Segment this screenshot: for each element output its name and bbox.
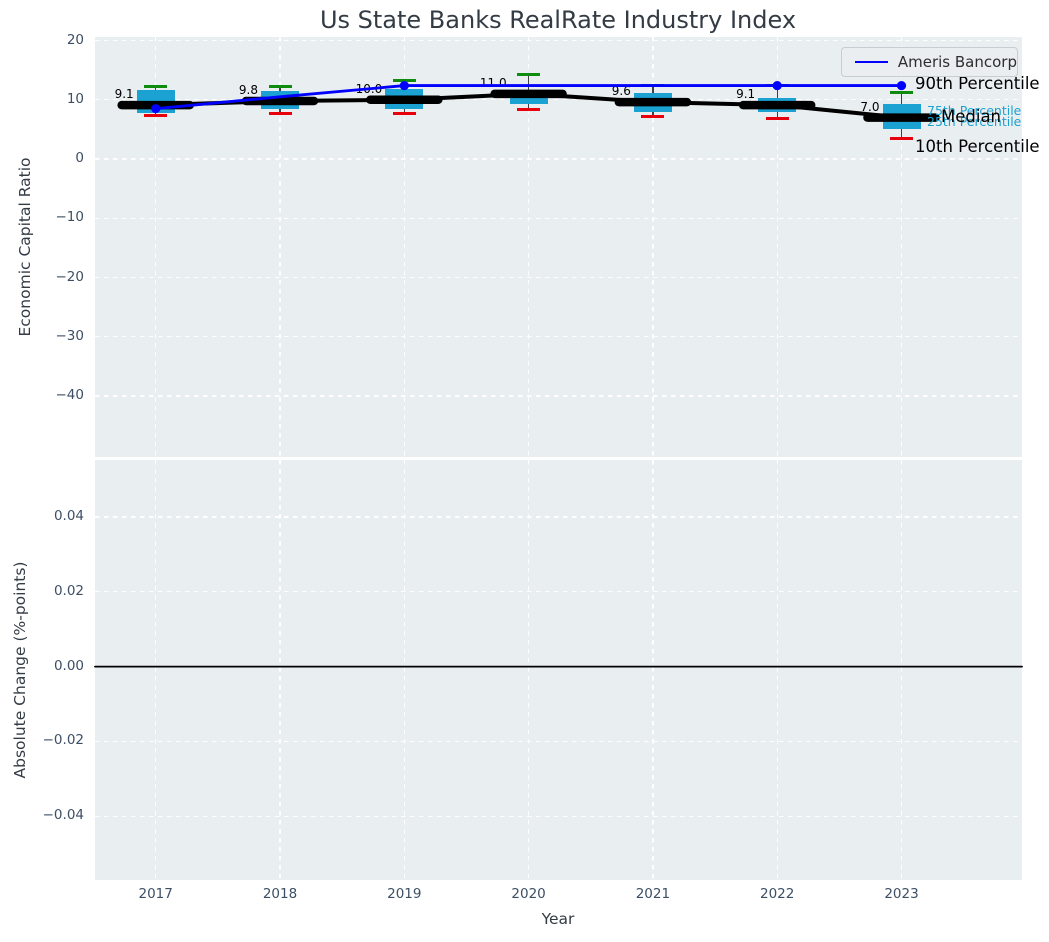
top-ytick-label: 20 xyxy=(66,31,84,48)
bottom-plot-area xyxy=(95,460,1022,880)
xtick-label: 2023 xyxy=(884,886,919,902)
top-ytick-label: −40 xyxy=(55,386,85,403)
chart-title: Us State Banks RealRate Industry Index xyxy=(319,6,797,34)
legend-label: Ameris Bancorp xyxy=(897,53,1017,71)
legend-line-sample xyxy=(855,61,888,63)
bottom-ytick-label: 0.04 xyxy=(53,507,84,524)
label-90th-percentile: 90th Percentile xyxy=(915,74,1040,93)
xtick-label: 2018 xyxy=(262,886,298,902)
top-ytick-label: 10 xyxy=(66,90,84,107)
xtick-label: 2022 xyxy=(760,886,795,902)
xtick-label: 2020 xyxy=(511,886,546,902)
label-75th-percentile: 75th Percentile xyxy=(927,103,1022,118)
xtick-label: 2017 xyxy=(138,886,173,902)
label-25th-percentile: 25th Percentile xyxy=(927,114,1022,129)
bottom-ytick-label: −0.04 xyxy=(42,807,84,824)
x-axis-label: Year xyxy=(541,910,575,928)
xtick-label: 2021 xyxy=(635,886,671,902)
xtick-label: 2019 xyxy=(387,886,422,902)
legend: Ameris Bancorp xyxy=(841,47,1018,77)
top-plot-area xyxy=(95,37,1022,457)
label-10th-percentile: 10th Percentile xyxy=(915,137,1040,156)
label-median: Median xyxy=(941,107,1002,126)
